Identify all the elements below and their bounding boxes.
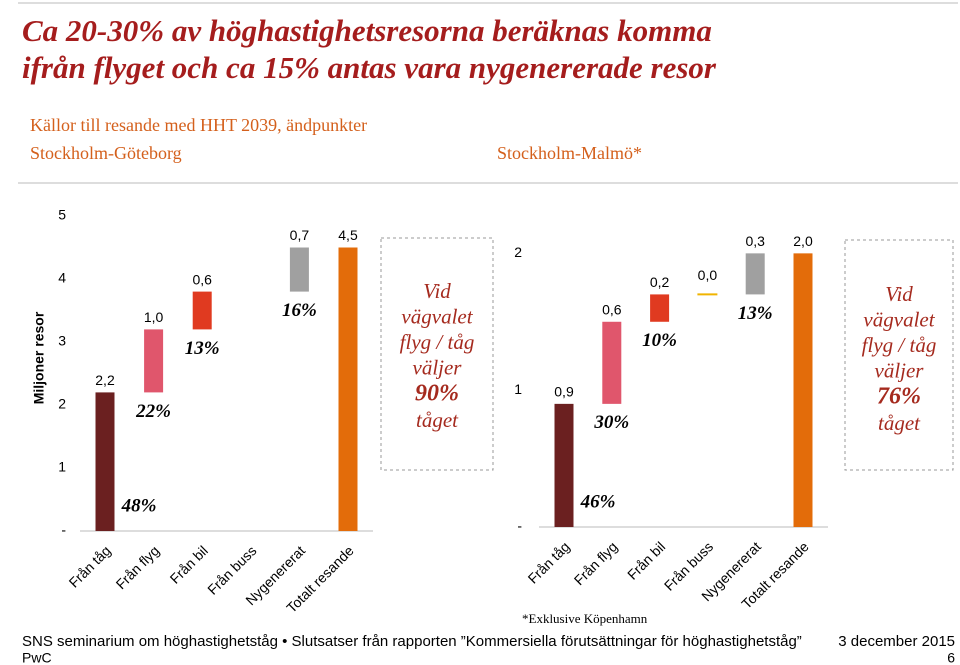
y-tick-label: 5 <box>58 207 66 223</box>
note-line: tåget <box>416 408 459 432</box>
footer: SNS seminarium om höghastighetståg • Slu… <box>22 633 802 650</box>
note-line: väljer <box>413 355 463 379</box>
y-tick-label: 1 <box>514 381 522 397</box>
value-label: 2,0 <box>793 233 813 249</box>
footnote: *Exklusive Köpenhamn <box>522 611 648 626</box>
share-label: 22% <box>135 401 171 422</box>
y-tick-label: - <box>61 522 66 538</box>
value-label: 1,0 <box>144 309 164 325</box>
share-label: 13% <box>738 303 773 324</box>
share-label: 13% <box>185 338 220 359</box>
title-line: ifrån flyget och ca 15% antas vara nygen… <box>22 50 717 85</box>
share-label: 10% <box>642 330 677 351</box>
y-tick-label: 4 <box>58 270 66 286</box>
share-label: 46% <box>580 491 616 512</box>
value-label: 2,2 <box>95 372 115 388</box>
subtitle: Källor till resande med HHT 2039, ändpun… <box>30 115 367 135</box>
value-label: 0,6 <box>192 271 212 287</box>
note-line: väljer <box>875 358 925 382</box>
y-tick-label: 1 <box>58 459 66 475</box>
company: PwC <box>22 650 52 665</box>
x-tick-label: Från flyg <box>113 542 163 592</box>
value-label: 0,6 <box>602 301 622 317</box>
note-line: vägvalet <box>401 304 473 328</box>
value-label: 0,9 <box>554 384 574 400</box>
y-tick-label: 2 <box>58 396 66 412</box>
bar <box>602 321 622 404</box>
note-box <box>380 237 494 471</box>
value-label: 0,3 <box>745 233 765 249</box>
y-tick-label: - <box>517 518 522 534</box>
y-tick-label: 2 <box>514 244 522 260</box>
x-tick-label: Från tåg <box>525 538 573 586</box>
bar <box>793 253 813 527</box>
share-label: 16% <box>282 300 317 321</box>
bar <box>289 247 309 292</box>
note-line: vägvalet <box>863 307 935 331</box>
note-line: 76% <box>877 384 921 410</box>
bar <box>192 291 212 330</box>
y-tick-label: 3 <box>58 333 66 349</box>
share-label: 48% <box>121 495 157 516</box>
y-axis-label: Miljoner resor <box>31 311 47 404</box>
bar <box>95 392 115 531</box>
x-tick-label: Från bil <box>624 538 668 582</box>
value-label: 4,5 <box>338 227 358 243</box>
note-box <box>844 239 954 471</box>
note-line: tåget <box>878 411 921 435</box>
value-label: 0,0 <box>698 267 718 283</box>
bar <box>338 247 358 531</box>
note-line: Vid <box>885 282 913 306</box>
bar <box>554 403 574 527</box>
value-label: 0,7 <box>290 227 310 243</box>
title-line: Ca 20-30% av höghastighetsresorna beräkn… <box>22 13 712 48</box>
chart-title: Stockholm-Göteborg <box>30 143 182 163</box>
note-line: Vid <box>423 279 451 303</box>
x-tick-label: Från tåg <box>66 542 114 590</box>
date: 3 december 2015 <box>838 633 955 650</box>
note-line: 90% <box>415 381 459 407</box>
note-line: flyg / tåg <box>862 333 937 357</box>
page-number: 6 <box>947 650 955 665</box>
bar <box>745 253 765 295</box>
bar <box>650 294 670 322</box>
value-label: 0,2 <box>650 274 670 290</box>
share-label: 30% <box>593 412 629 433</box>
note-line: flyg / tåg <box>400 330 475 354</box>
x-tick-label: Från flyg <box>571 538 621 588</box>
bar <box>144 329 164 393</box>
x-tick-label: Från bil <box>167 542 211 586</box>
chart-title: Stockholm-Malmö* <box>497 143 642 163</box>
